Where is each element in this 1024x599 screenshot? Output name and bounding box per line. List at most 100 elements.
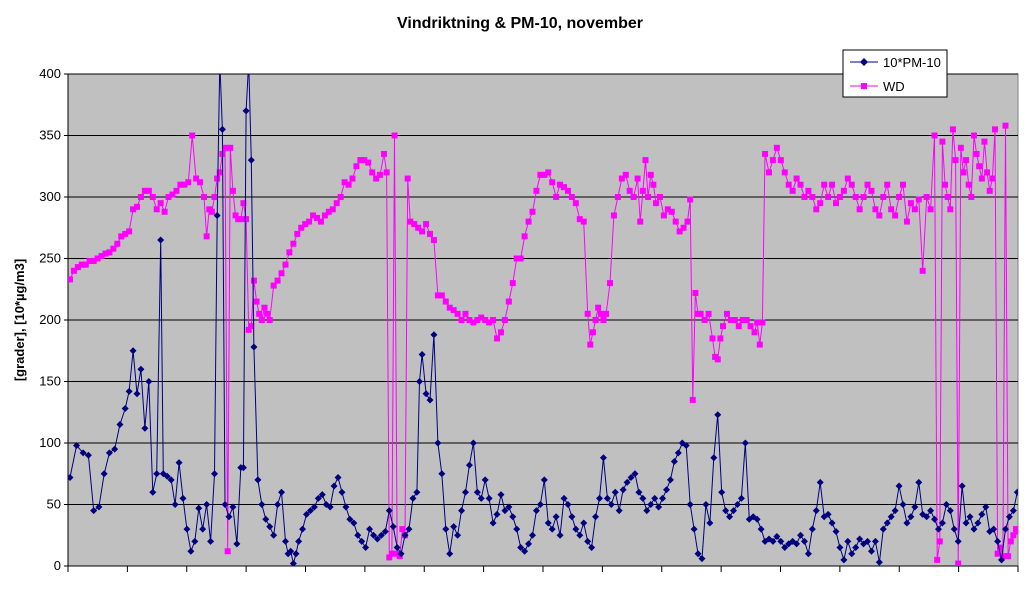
- data-point-wd: [942, 182, 948, 188]
- data-point-wd: [581, 219, 587, 225]
- y-axis-label: [grader], [10*µg/m3]: [12, 259, 27, 381]
- data-point-wd: [529, 209, 535, 215]
- data-point-wd: [201, 194, 207, 200]
- data-point-wd: [960, 169, 966, 175]
- data-point-wd: [306, 219, 312, 225]
- data-point-wd: [173, 188, 179, 194]
- data-point-wd: [971, 133, 977, 139]
- data-point-wd: [774, 145, 780, 151]
- data-point-wd: [841, 188, 847, 194]
- data-point-wd: [766, 169, 772, 175]
- y-tick-label: 50: [47, 497, 61, 512]
- data-point-wd: [267, 317, 273, 323]
- data-point-wd: [611, 212, 617, 218]
- data-point-wd: [1016, 529, 1022, 535]
- data-point-wd: [805, 188, 811, 194]
- data-point-wd: [754, 319, 760, 325]
- data-point-wd: [214, 176, 220, 182]
- data-point-pm10: [216, 58, 223, 65]
- data-point-wd: [204, 233, 210, 239]
- data-point-wd: [225, 548, 231, 554]
- data-point-wd: [631, 194, 637, 200]
- data-point-wd: [419, 228, 425, 234]
- data-point-wd: [790, 188, 796, 194]
- data-point-wd: [642, 157, 648, 163]
- data-point-wd: [318, 219, 324, 225]
- data-point-wd: [979, 176, 985, 182]
- data-point-wd: [955, 561, 961, 567]
- data-point-wd: [653, 200, 659, 206]
- data-point-wd: [282, 262, 288, 268]
- y-tick-label: 400: [39, 66, 61, 81]
- data-point-wd: [635, 176, 641, 182]
- data-point-wd: [953, 157, 959, 163]
- data-point-wd: [853, 194, 859, 200]
- data-point-wd: [950, 126, 956, 132]
- data-point-wd: [673, 219, 679, 225]
- data-point-wd: [945, 194, 951, 200]
- data-point-wd: [912, 206, 918, 212]
- data-point-wd: [251, 278, 257, 284]
- data-point-wd: [645, 194, 651, 200]
- data-point-wd: [690, 397, 696, 403]
- data-point-wd: [876, 212, 882, 218]
- data-point-wd: [279, 270, 285, 276]
- data-point-wd: [702, 317, 708, 323]
- data-point-wd: [984, 169, 990, 175]
- data-point-wd: [1005, 553, 1011, 559]
- data-point-wd: [813, 206, 819, 212]
- data-point-wd: [212, 194, 218, 200]
- y-tick-label: 300: [39, 189, 61, 204]
- data-point-wd: [1008, 538, 1014, 544]
- data-point-wd: [158, 200, 164, 206]
- y-tick-label: 200: [39, 312, 61, 327]
- data-point-wd: [687, 196, 693, 202]
- data-point-wd: [762, 151, 768, 157]
- data-point-wd: [286, 249, 292, 255]
- data-point-wd: [365, 160, 371, 166]
- data-point-wd: [533, 188, 539, 194]
- data-point-wd: [924, 194, 930, 200]
- data-point-wd: [732, 317, 738, 323]
- data-point-wd: [916, 196, 922, 202]
- data-point-wd: [526, 219, 532, 225]
- data-point-wd: [706, 311, 712, 317]
- data-point-wd: [346, 182, 352, 188]
- data-point-wd: [553, 194, 559, 200]
- data-point-wd: [640, 188, 646, 194]
- data-point-wd: [399, 526, 405, 532]
- data-point-wd: [849, 182, 855, 188]
- data-point-wd: [569, 194, 575, 200]
- data-point-wd: [932, 133, 938, 139]
- data-point-wd: [585, 311, 591, 317]
- data-point-wd: [861, 194, 867, 200]
- data-point-wd: [715, 356, 721, 362]
- data-point-wd: [126, 228, 132, 234]
- data-point-wd: [623, 172, 629, 178]
- data-point-wd: [455, 311, 461, 317]
- data-point-wd: [736, 323, 742, 329]
- data-point-wd: [709, 335, 715, 341]
- data-point-wd: [600, 317, 606, 323]
- data-point-wd: [717, 335, 723, 341]
- legend-label-wd: WD: [883, 79, 905, 94]
- data-point-wd: [934, 557, 940, 563]
- data-point-wd: [989, 176, 995, 182]
- data-point-wd: [330, 206, 336, 212]
- data-point-wd: [724, 311, 730, 317]
- data-point-wd: [782, 169, 788, 175]
- data-point-wd: [798, 182, 804, 188]
- data-point-wd: [778, 157, 784, 163]
- data-point-wd: [908, 200, 914, 206]
- legend-marker-wd: [861, 83, 867, 89]
- data-point-wd: [185, 179, 191, 185]
- y-tick-label: 350: [39, 128, 61, 143]
- data-point-wd: [786, 182, 792, 188]
- data-point-wd: [522, 233, 528, 239]
- data-point-wd: [770, 157, 776, 163]
- data-point-wd: [510, 280, 516, 286]
- data-point-wd: [681, 225, 687, 231]
- data-point-wd: [888, 206, 894, 212]
